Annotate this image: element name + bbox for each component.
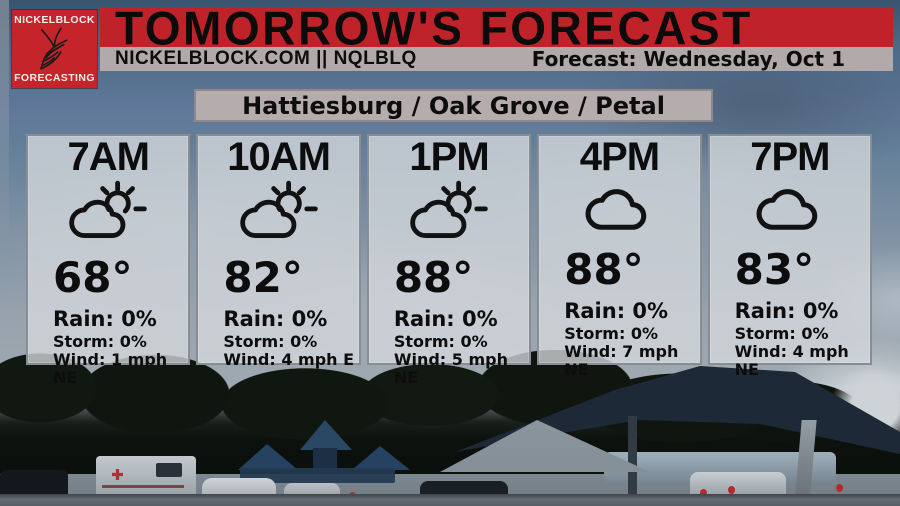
light-pole (0, 0, 9, 235)
red-cross-icon (112, 469, 123, 480)
storm-chance: Storm: 0% (734, 323, 829, 343)
ambulance-window (156, 463, 182, 477)
hour-label: 7PM (750, 135, 830, 179)
hour-label: 1PM (409, 135, 489, 179)
playground-tower-body (313, 448, 337, 472)
playground-equipment (240, 468, 395, 483)
forecast-card-10am: 10AM 82° Rain: 0% Storm: 0% Wind: 4 mph … (196, 134, 361, 369)
temperature: 88° (393, 252, 474, 302)
pavilion-post (628, 416, 637, 504)
cloudy-icon (585, 188, 647, 230)
hour-label: 7AM (67, 135, 149, 179)
wind-info: Wind: 7 mph NE (564, 342, 679, 380)
partly-cloudy-icon (69, 180, 147, 238)
parked-vehicle (690, 472, 786, 502)
forecast-card-row: 7AM 68° Rain: 0% Storm: 0% Wind: 1 mph N… (26, 134, 873, 386)
hour-label: 4PM (579, 135, 660, 179)
wind-info: Wind: 5 mph NE (393, 350, 508, 388)
pavilion-post (794, 420, 817, 504)
logo-top-text: NICKELBLOCK (14, 14, 95, 26)
partly-cloudy-icon (239, 180, 318, 238)
parked-vehicle (202, 478, 276, 503)
partly-cloudy-icon (410, 180, 488, 238)
temperature: 83° (734, 244, 815, 294)
temperature: 82° (223, 252, 303, 302)
storm-chance: Storm: 0% (53, 331, 147, 351)
storm-chance: Storm: 0% (223, 331, 318, 351)
storm-chance: Storm: 0% (564, 323, 659, 343)
page-title: TOMORROW'S FORECAST (115, 0, 753, 55)
logo-bottom-text: FORECASTING (14, 72, 95, 84)
ambulance-stripe (102, 485, 184, 488)
forecast-card-1pm: 1PM 88° Rain: 0% Storm: 0% Wind: 5 mph N… (366, 134, 532, 386)
forecast-card-4pm: 4PM 88° Rain: 0% Storm: 0% Wind: 7 mph N… (537, 134, 702, 378)
title-banner: TOMORROW'S FORECAST (100, 1, 893, 54)
rain-chance: Rain: 0% (223, 306, 328, 331)
sub-banner: NICKELBLOCK.COM || NQLBLQ Forecast: Wedn… (100, 47, 893, 71)
forecast-card-7pm: 7PM 83° Rain: 0% Storm: 0% Wind: 4 mph N… (707, 134, 873, 378)
pavilion-interior (604, 452, 836, 484)
forecast-card-7am: 7AM 68° Rain: 0% Storm: 0% Wind: 1 mph N… (26, 134, 191, 386)
red-balloon (349, 492, 356, 500)
tornado-sketch-icon (39, 27, 68, 70)
website-text: NICKELBLOCK.COM || NQLBLQ (115, 48, 417, 69)
station-logo: NICKELBLOCK FORECASTING (12, 10, 97, 88)
red-balloon (836, 484, 843, 492)
parked-vehicle (0, 470, 68, 500)
location-text: Hattiesburg / Oak Grove / Petal (242, 91, 665, 120)
rain-chance: Rain: 0% (734, 298, 839, 323)
rain-chance: Rain: 0% (564, 298, 669, 323)
road-strip (0, 494, 900, 506)
rain-chance: Rain: 0% (53, 306, 157, 331)
wind-info: Wind: 4 mph NE (734, 342, 849, 380)
forecast-date: Forecast: Wednesday, Oct 1 (531, 47, 845, 71)
red-balloon (700, 489, 707, 497)
storm-chance: Storm: 0% (393, 331, 488, 351)
hour-label: 10AM (227, 135, 331, 179)
temperature: 88° (564, 244, 644, 294)
temperature: 68° (53, 252, 133, 302)
rain-chance: Rain: 0% (393, 306, 498, 331)
parked-vehicle (420, 481, 508, 503)
wind-info: Wind: 1 mph NE (53, 350, 168, 388)
parked-vehicle (284, 483, 340, 503)
location-bar: Hattiesburg / Oak Grove / Petal (194, 89, 713, 122)
wind-info: Wind: 4 mph E (223, 350, 355, 370)
cloudy-icon (756, 188, 818, 230)
ambulance (96, 456, 196, 498)
red-balloon (728, 486, 735, 494)
